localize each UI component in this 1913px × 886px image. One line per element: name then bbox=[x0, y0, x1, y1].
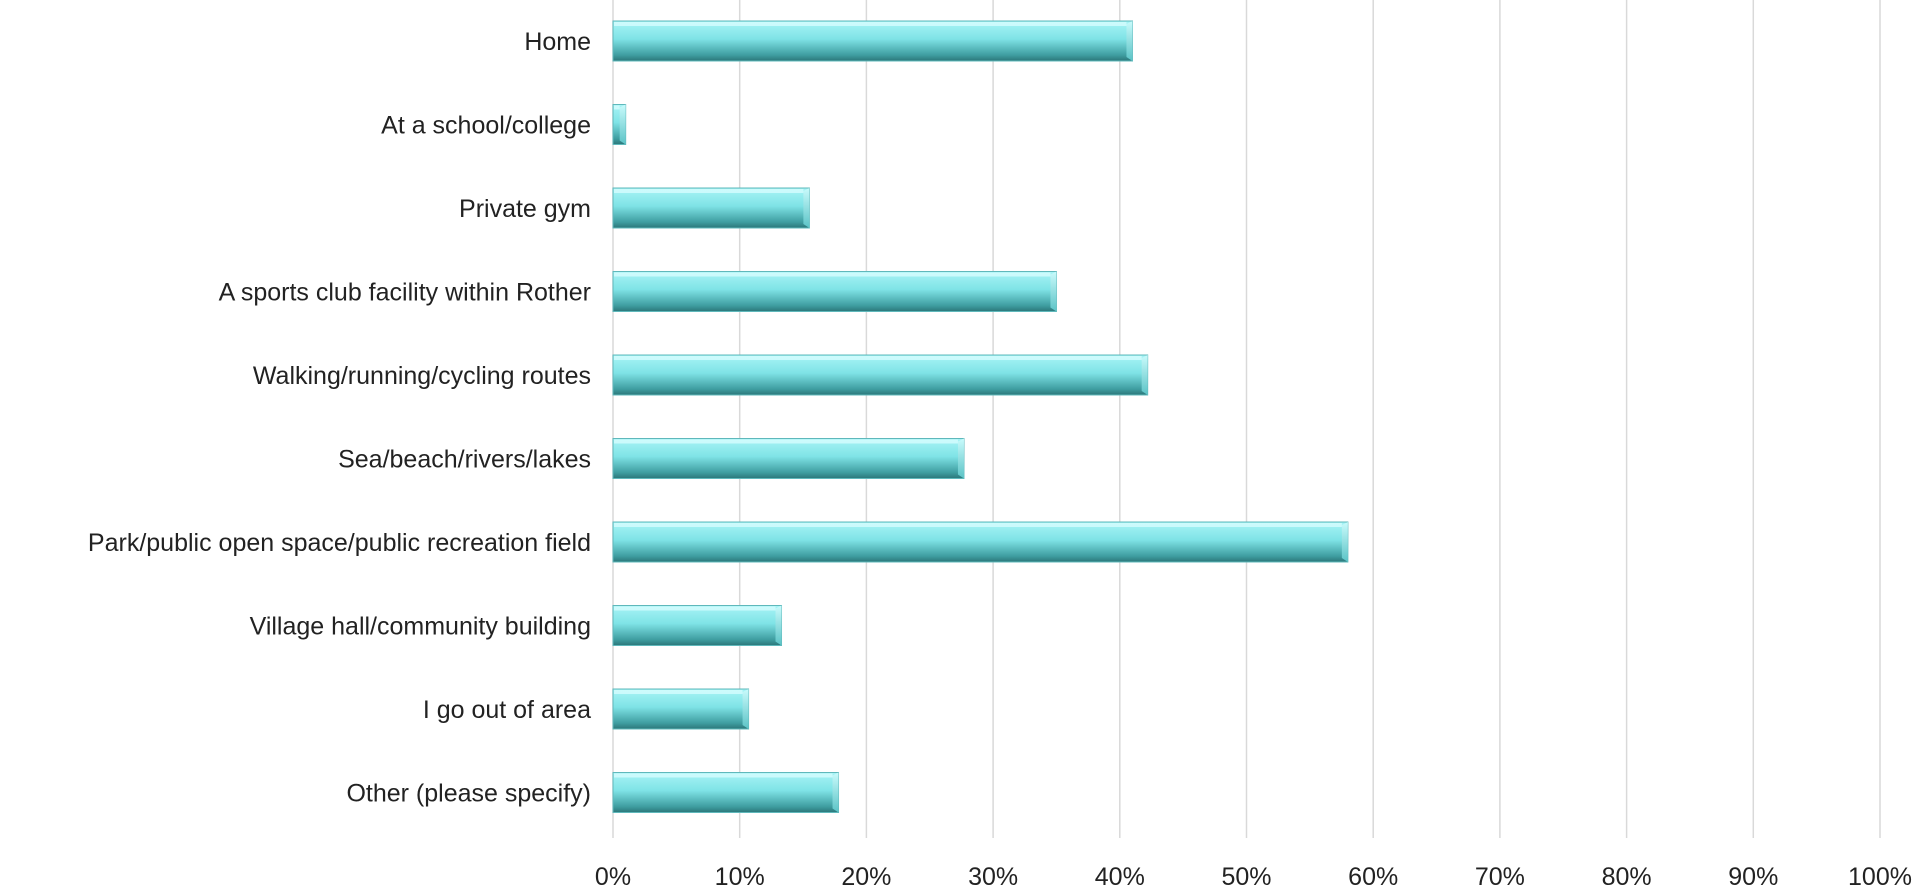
category-label: Walking/running/cycling routes bbox=[253, 362, 591, 390]
x-tick-label: 100% bbox=[1848, 863, 1912, 886]
bar-body bbox=[612, 20, 1133, 62]
bar-2 bbox=[612, 187, 810, 229]
bar-end-cap bbox=[1126, 21, 1133, 61]
bar-body bbox=[612, 354, 1149, 396]
bar-end-cap bbox=[775, 605, 782, 646]
bar-3 bbox=[612, 271, 1057, 312]
bar-highlight bbox=[614, 523, 1342, 527]
x-tick-label: 0% bbox=[595, 863, 631, 886]
gridlines bbox=[612, 0, 1881, 838]
bar-end-cap bbox=[1050, 271, 1057, 312]
bar-end-cap bbox=[803, 188, 810, 228]
bar-9 bbox=[612, 772, 840, 813]
category-label: Park/public open space/public recreation… bbox=[88, 529, 591, 557]
bar-4 bbox=[612, 354, 1149, 396]
bar-highlight bbox=[614, 439, 958, 444]
bar-end-cap bbox=[957, 438, 964, 479]
bar-body bbox=[612, 521, 1349, 563]
x-tick-label: 80% bbox=[1602, 863, 1652, 886]
category-labels: Home At a school/college Private gym A spor… bbox=[88, 28, 591, 808]
bar-body bbox=[612, 271, 1057, 312]
bar-highlight bbox=[614, 22, 1127, 26]
category-label: Sea/beach/rivers/lakes bbox=[338, 446, 591, 474]
x-axis-tick-labels: 0% 10% 20% 30% 40% 50% 60% 70% 80% 90% 100% bbox=[595, 863, 1912, 886]
category-label: Other (please specify) bbox=[346, 780, 591, 808]
bar-end-cap bbox=[742, 689, 749, 729]
bar-6 bbox=[612, 521, 1349, 563]
bar-body bbox=[612, 187, 810, 229]
bar-7 bbox=[612, 605, 783, 646]
bar-highlight bbox=[614, 356, 1142, 360]
bar-end-cap bbox=[619, 104, 626, 145]
bar-end-cap bbox=[1141, 355, 1148, 395]
x-tick-label: 70% bbox=[1475, 863, 1525, 886]
bars bbox=[612, 20, 1349, 813]
bar-highlight bbox=[614, 606, 776, 611]
x-tick-label: 60% bbox=[1348, 863, 1398, 886]
category-label: Village hall/community building bbox=[250, 613, 591, 641]
category-label: Home bbox=[524, 28, 591, 56]
bar-end-cap bbox=[1341, 522, 1348, 562]
x-tick-label: 40% bbox=[1095, 863, 1145, 886]
bar-8 bbox=[612, 688, 750, 730]
bar-highlight bbox=[614, 690, 743, 694]
x-tick-label: 90% bbox=[1728, 863, 1778, 886]
category-label: At a school/college bbox=[381, 112, 591, 140]
bar-highlight bbox=[614, 105, 620, 110]
bar-end-cap bbox=[832, 772, 839, 813]
bar-highlight bbox=[614, 773, 833, 778]
category-label: I go out of area bbox=[423, 696, 591, 724]
bar-body bbox=[612, 438, 965, 479]
category-label: Private gym bbox=[459, 195, 591, 223]
x-tick-label: 20% bbox=[841, 863, 891, 886]
x-tick-label: 30% bbox=[968, 863, 1018, 886]
bar-highlight bbox=[614, 272, 1051, 277]
bar-highlight bbox=[614, 189, 804, 193]
bar-1 bbox=[612, 104, 627, 145]
bar-body bbox=[612, 772, 840, 813]
bar-0 bbox=[612, 20, 1133, 62]
x-tick-label: 10% bbox=[715, 863, 765, 886]
bar-body bbox=[612, 688, 750, 730]
x-tick-label: 50% bbox=[1221, 863, 1271, 886]
category-label: A sports club facility within Rother bbox=[219, 279, 591, 307]
bar-5 bbox=[612, 438, 965, 479]
bar-body bbox=[612, 605, 783, 646]
